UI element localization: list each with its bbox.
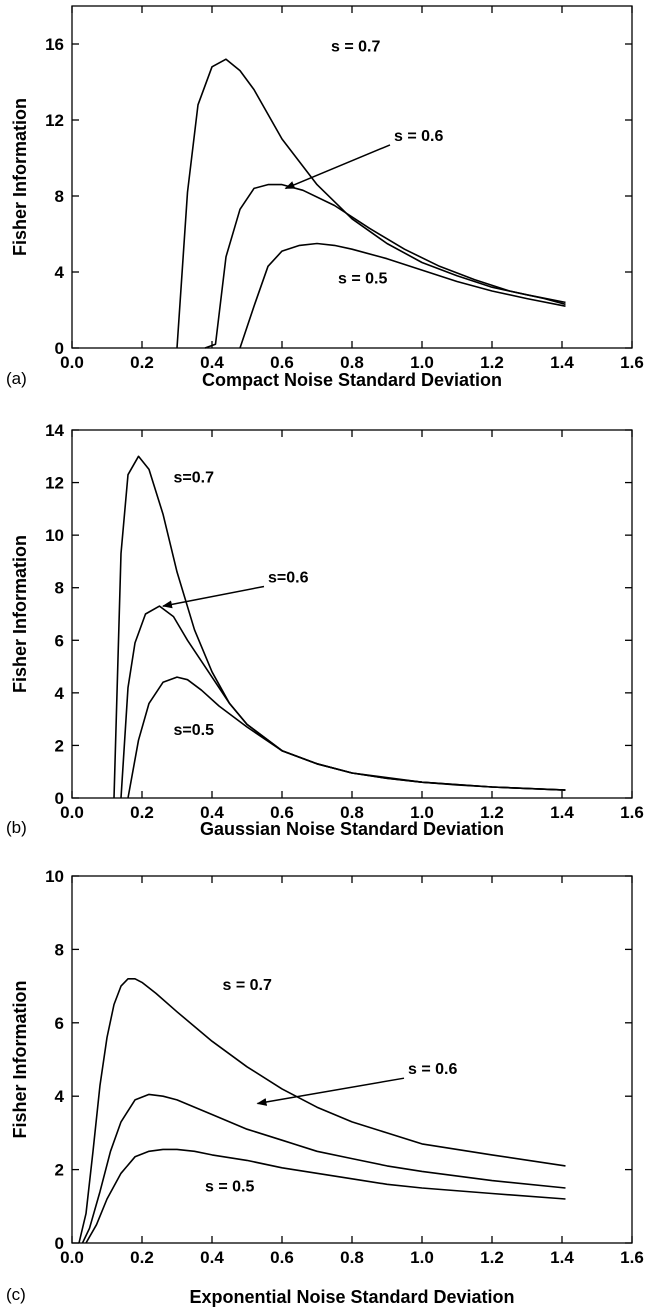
x-tick-label: 1.4 xyxy=(550,803,574,822)
x-tick-label: 1.4 xyxy=(550,1248,574,1267)
x-tick-label: 0.0 xyxy=(60,1248,84,1267)
series-line-06 xyxy=(120,605,566,799)
plot-frame xyxy=(71,5,633,349)
x-tick-label: 0.2 xyxy=(130,803,154,822)
annotation-arrow xyxy=(256,1077,405,1106)
series-line-06 xyxy=(81,1093,566,1244)
y-tick-label: 4 xyxy=(55,684,65,703)
y-tick-label: 6 xyxy=(55,1014,64,1033)
annotation-label: s = 0.6 xyxy=(394,128,443,145)
series-line-07 xyxy=(78,978,566,1244)
y-tick-label: 0 xyxy=(55,789,64,808)
plot-frame xyxy=(71,429,633,799)
y-tick-label: 4 xyxy=(55,1087,65,1106)
annotation-label: s = 0.7 xyxy=(223,977,272,994)
y-axis-label: Fisher Information xyxy=(10,535,30,693)
series-line-05 xyxy=(85,1148,566,1244)
series-line-05 xyxy=(239,242,566,349)
chart-panel-b: 0.0 0.2 0.4 0.6 0.8 1.0 1.2 1.4 1.6 0 2 4 6 8 10 12 14 Ga… xyxy=(6,421,644,839)
annotation-label: s = 0.7 xyxy=(331,39,380,56)
x-tick-label: 0.2 xyxy=(130,1248,154,1267)
y-tick-label: 8 xyxy=(55,940,64,959)
x-tick-label: 1.6 xyxy=(620,1248,644,1267)
x-tick-label: 1.2 xyxy=(480,353,504,372)
chart-panel-c: 0.0 0.2 0.4 0.6 0.8 1.0 1.2 1.4 1.6 0 2 4 6 8 10 Expone… xyxy=(6,867,644,1307)
annotation-arrow xyxy=(162,585,265,609)
x-tick-label: 0.8 xyxy=(340,803,364,822)
panel-label: (b) xyxy=(6,818,27,837)
x-tick-label: 0.2 xyxy=(130,353,154,372)
x-tick-label: 1.2 xyxy=(480,803,504,822)
annotation-label: s=0.5 xyxy=(174,722,215,739)
x-tick-label: 1.6 xyxy=(620,353,644,372)
x-tick-label: 0.4 xyxy=(200,803,224,822)
series-line-07 xyxy=(113,455,566,799)
annotation-label: s = 0.5 xyxy=(205,1179,254,1196)
x-tick-label: 0.6 xyxy=(270,1248,294,1267)
y-tick-label: 12 xyxy=(45,111,64,130)
x-tick-label: 0.8 xyxy=(340,1248,364,1267)
y-axis-label: Fisher Information xyxy=(10,98,30,256)
x-tick-label: 1.2 xyxy=(480,1248,504,1267)
x-tick-label: 1.6 xyxy=(620,803,644,822)
y-tick-label: 0 xyxy=(55,1234,64,1253)
x-tick-label: 0.4 xyxy=(200,353,224,372)
x-tick-label: 1.4 xyxy=(550,353,574,372)
series-line-05 xyxy=(127,676,566,799)
x-tick-label: 1.0 xyxy=(410,803,434,822)
y-axis-label: Fisher Information xyxy=(10,980,30,1138)
plot-frame xyxy=(71,875,633,1244)
y-tick-label: 8 xyxy=(55,579,64,598)
series-line-07 xyxy=(176,58,566,349)
y-tick-label: 14 xyxy=(45,421,64,440)
y-tick-label: 12 xyxy=(45,474,64,493)
annotation-arrow xyxy=(284,144,391,190)
annotation-label: s = 0.6 xyxy=(408,1061,457,1078)
annotation-label: s=0.6 xyxy=(268,569,309,586)
panel-label: (c) xyxy=(6,1285,26,1304)
x-tick-label: 0.6 xyxy=(270,803,294,822)
x-tick-label: 1.0 xyxy=(410,1248,434,1267)
y-tick-label: 16 xyxy=(45,35,64,54)
y-tick-label: 4 xyxy=(55,263,65,282)
y-tick-label: 2 xyxy=(55,1161,64,1180)
panel-label: (a) xyxy=(6,369,27,388)
x-tick-label: 0.8 xyxy=(340,353,364,372)
x-tick-label: 0.0 xyxy=(60,803,84,822)
x-axis-label: Compact Noise Standard Deviation xyxy=(202,370,502,390)
y-tick-label: 8 xyxy=(55,187,64,206)
x-tick-label: 0.6 xyxy=(270,353,294,372)
annotation-label: s = 0.5 xyxy=(338,270,387,287)
y-tick-label: 10 xyxy=(45,526,64,545)
x-axis-label: Exponential Noise Standard Deviation xyxy=(189,1287,514,1307)
x-axis-label: Gaussian Noise Standard Deviation xyxy=(200,819,504,839)
x-tick-label: 0.0 xyxy=(60,353,84,372)
series-line-06 xyxy=(204,183,566,349)
annotation-label: s=0.7 xyxy=(174,470,215,487)
x-tick-label: 0.4 xyxy=(200,1248,224,1267)
chart-panel-a: 0.0 0.2 0.4 0.6 0.8 1.0 1.2 1.4 1.6 0 4 8 12 16 Compac… xyxy=(6,5,644,390)
y-tick-label: 10 xyxy=(45,867,64,886)
y-tick-label: 0 xyxy=(55,339,64,358)
x-tick-label: 1.0 xyxy=(410,353,434,372)
y-tick-label: 2 xyxy=(55,736,64,755)
y-tick-label: 6 xyxy=(55,631,64,650)
